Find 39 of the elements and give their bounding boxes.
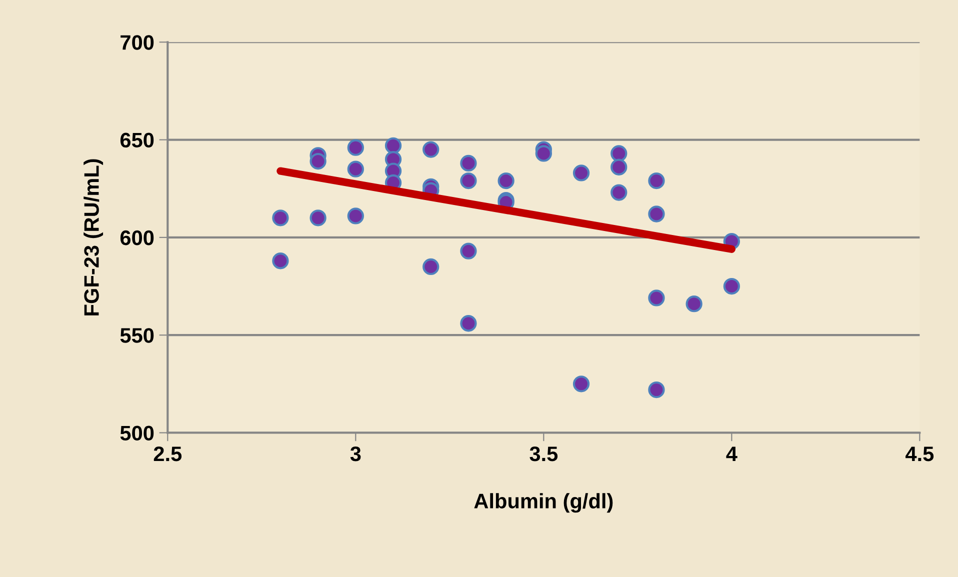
point <box>648 381 665 398</box>
point <box>648 172 665 190</box>
point <box>460 154 477 172</box>
point <box>347 208 364 224</box>
y-tick-label: 700 <box>120 35 154 50</box>
point <box>572 164 590 182</box>
point <box>498 172 514 190</box>
point <box>422 258 440 276</box>
point <box>535 145 552 162</box>
point <box>272 210 289 226</box>
point <box>460 242 477 260</box>
y-tick-label: 550 <box>120 328 154 343</box>
point <box>310 152 326 170</box>
point <box>347 160 364 178</box>
x-tick-label: 3.5 <box>530 446 558 462</box>
point <box>347 139 364 156</box>
y-tick-label: 650 <box>120 132 154 148</box>
point <box>384 137 402 154</box>
x-tick-label: 2.5 <box>154 446 182 462</box>
x-tick-label: 3 <box>350 446 361 462</box>
y-tick-label: 600 <box>120 230 154 246</box>
point <box>648 206 665 222</box>
point <box>723 278 740 295</box>
y-tick-label: 500 <box>120 426 154 441</box>
point <box>610 145 628 162</box>
point <box>422 141 440 158</box>
x-tick-label: 4.5 <box>906 446 934 462</box>
point <box>610 158 628 176</box>
x-axis-title: Albumin (g/dl) <box>474 493 613 513</box>
point <box>648 290 665 306</box>
point <box>310 210 326 226</box>
point <box>572 376 590 392</box>
point <box>460 315 477 332</box>
point <box>272 252 289 270</box>
point <box>460 172 477 190</box>
x-tick-label: 4 <box>726 446 738 462</box>
y-axis-title: FGF-23 (RU/mL) <box>84 159 104 316</box>
point <box>686 296 702 312</box>
point <box>610 184 628 201</box>
